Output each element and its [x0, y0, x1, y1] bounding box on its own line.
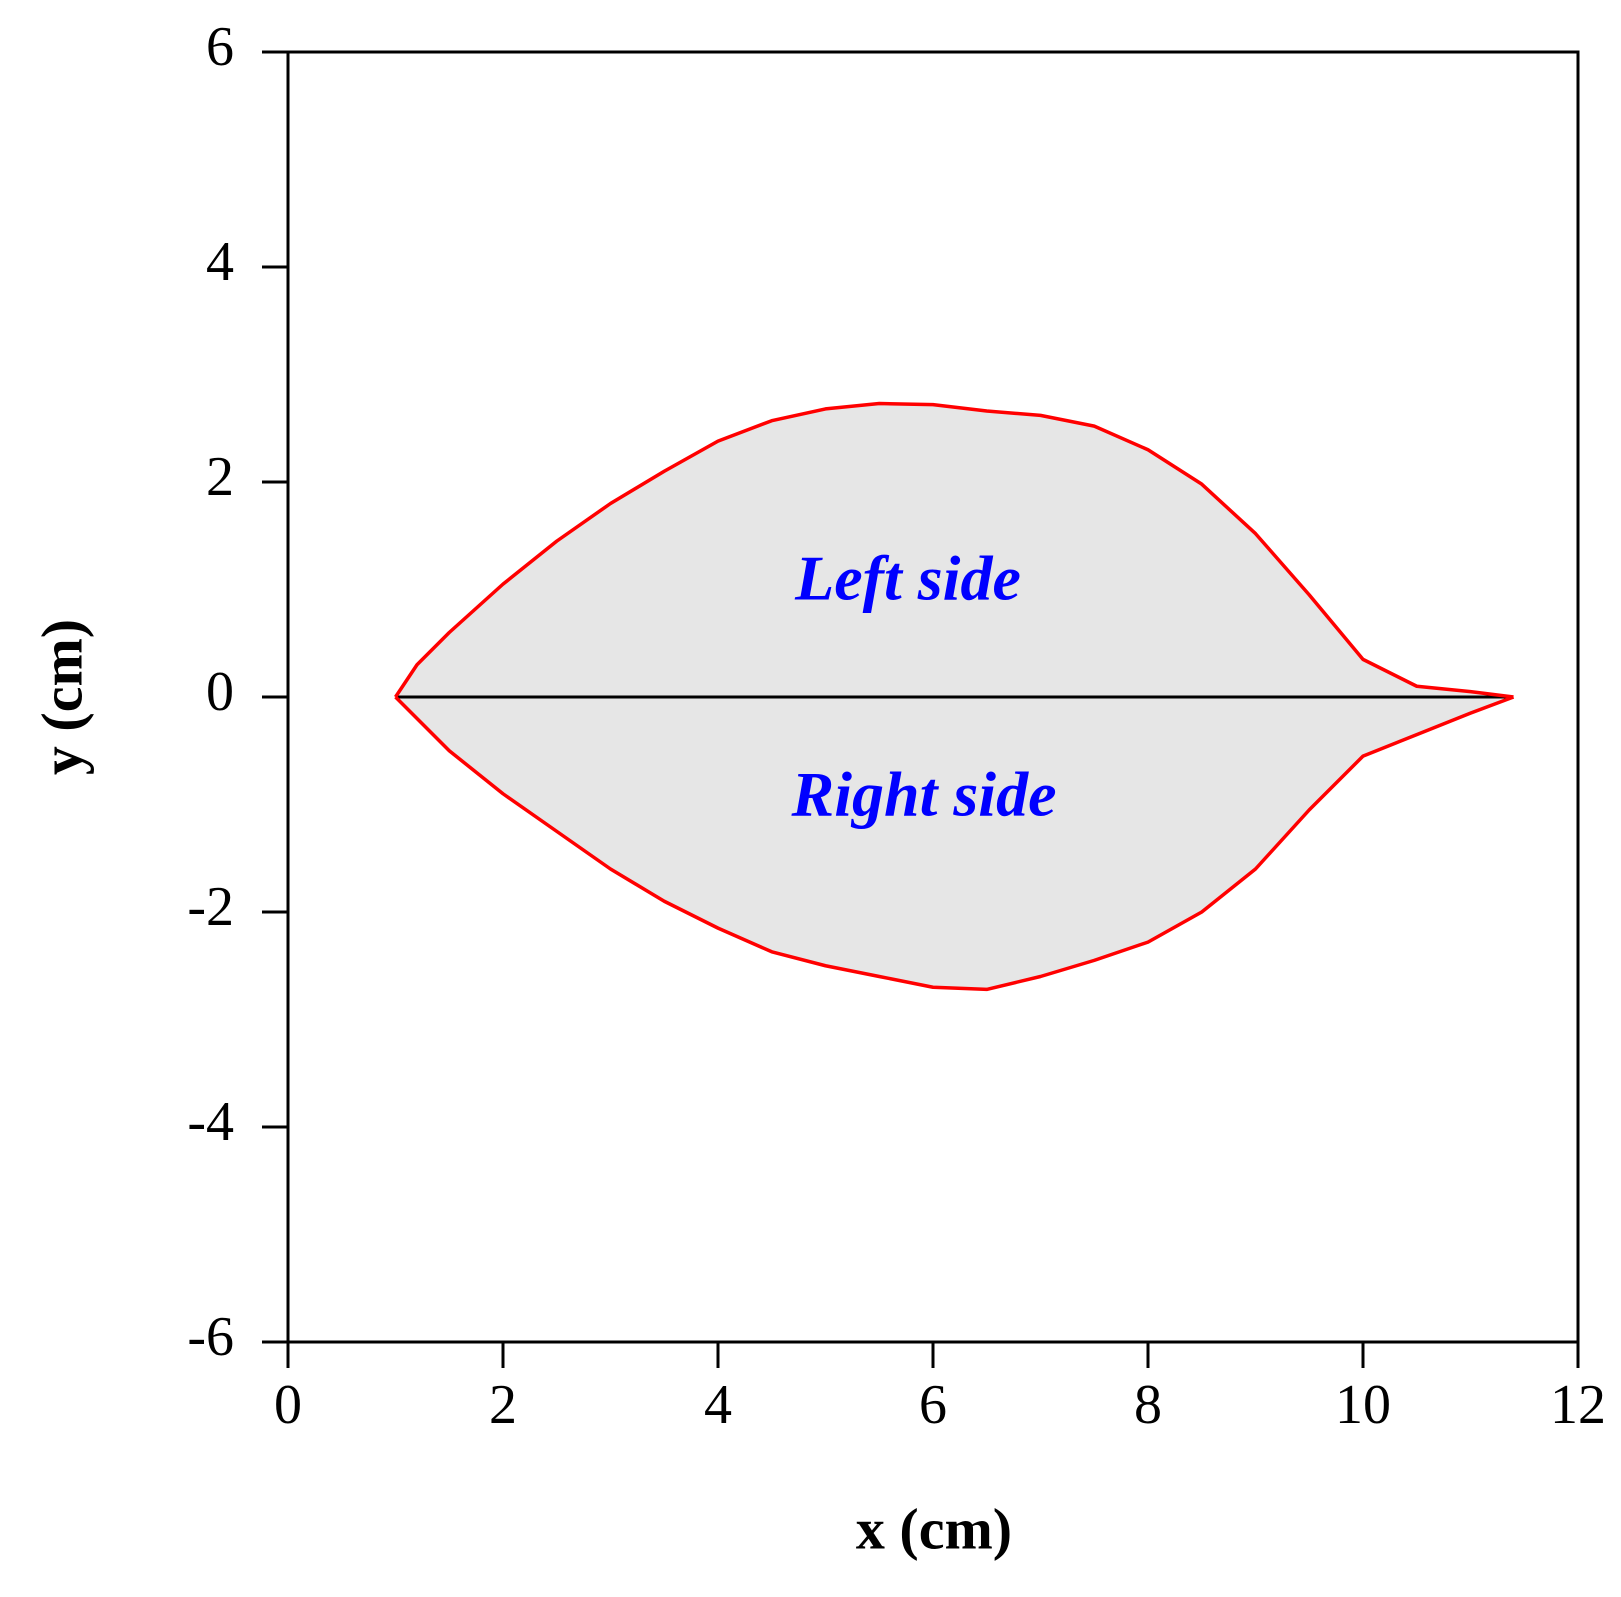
y-tick-label: -2	[187, 876, 234, 938]
y-tick-label: -4	[187, 1091, 234, 1153]
y-axis-label: y (cm)	[29, 619, 94, 775]
annotation: Left side	[794, 543, 1021, 614]
x-axis-label: x (cm)	[856, 1496, 1012, 1561]
x-tick-label: 2	[489, 1374, 517, 1436]
annotation: Right side	[791, 759, 1057, 830]
outline	[394, 695, 1515, 992]
x-tick-label: 8	[1134, 1374, 1162, 1436]
x-tick-label: 0	[274, 1374, 302, 1436]
y-tick-label: 4	[206, 231, 234, 293]
x-tick-label: 6	[919, 1374, 947, 1436]
y-tick-label: 6	[206, 16, 234, 78]
outline	[394, 401, 1514, 699]
x-tick-label: 10	[1335, 1374, 1391, 1436]
y-tick-label: 0	[206, 661, 234, 723]
y-tick-label: -6	[187, 1306, 234, 1368]
x-tick-label: 4	[704, 1374, 732, 1436]
x-tick-label: 12	[1550, 1374, 1606, 1436]
y-tick-label: 2	[206, 446, 234, 508]
